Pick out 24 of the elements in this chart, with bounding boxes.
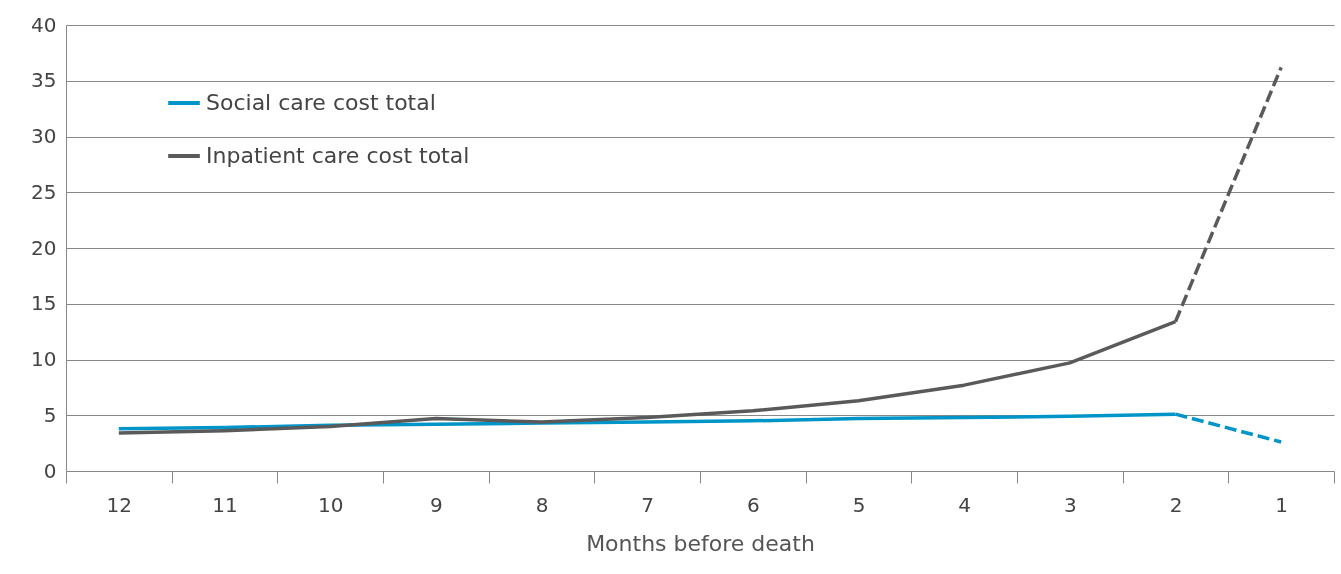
- x-tick-label: 8: [535, 492, 549, 517]
- x-tick-label: 2: [1169, 492, 1183, 517]
- x-tick-label: 3: [1063, 492, 1077, 517]
- x-tick-label: 10: [317, 492, 344, 517]
- x-axis-title: Months before death: [586, 530, 815, 556]
- y-tick-label: 25: [31, 179, 57, 204]
- y-tick-label: 15: [31, 291, 57, 316]
- y-tick-label: 0: [43, 458, 57, 483]
- x-tick-label: 1: [1275, 492, 1289, 517]
- y-tick-label: 35: [31, 68, 57, 93]
- y-tick-label: 40: [31, 12, 57, 37]
- y-tick-label: 20: [31, 235, 57, 260]
- legend-label: Inpatient care cost total: [206, 143, 470, 168]
- x-tick-label: 12: [106, 492, 133, 517]
- x-tick-label: 7: [641, 492, 655, 517]
- y-tick-label: 10: [31, 347, 57, 371]
- legend-label: Social care cost total: [206, 90, 436, 115]
- y-tick-label: 5: [43, 402, 57, 427]
- y-tick-label: 30: [31, 124, 57, 148]
- x-tick-label: 6: [746, 492, 760, 517]
- x-tick-label: 9: [429, 492, 443, 517]
- x-tick-label: 11: [212, 492, 238, 517]
- x-tick-label: 5: [852, 492, 866, 517]
- x-tick-label: 4: [958, 492, 972, 517]
